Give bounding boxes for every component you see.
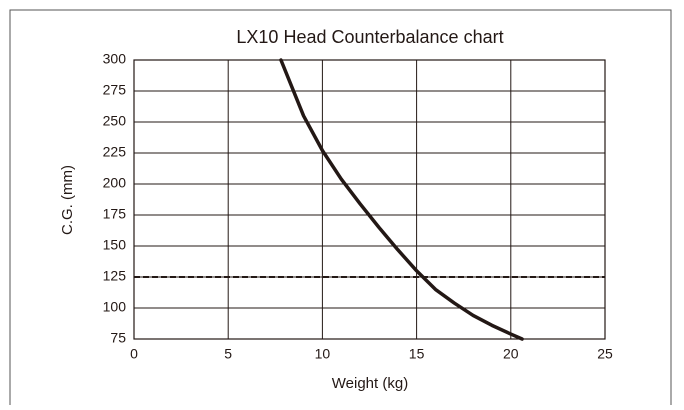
x-tick-label: 10: [315, 346, 331, 362]
y-tick-label: 75: [110, 330, 126, 346]
y-tick-label: 300: [103, 51, 127, 67]
x-tick-label: 15: [409, 346, 425, 362]
x-axis-label: Weight (kg): [332, 375, 408, 392]
y-tick-label: 200: [103, 175, 127, 191]
y-axis-label: C.G. (mm): [59, 165, 76, 235]
x-tick-label: 25: [597, 346, 613, 362]
frame: [9, 9, 672, 405]
y-tick-label: 275: [103, 82, 127, 98]
y-tick-label: 225: [103, 144, 127, 160]
y-tick-label: 150: [103, 237, 127, 253]
plot-border: [133, 59, 606, 340]
chart-title: LX10 Head Counterbalance chart: [236, 27, 503, 47]
y-tick-label: 250: [103, 113, 127, 129]
y-tick-label: 125: [103, 268, 127, 284]
y-tick-label: 175: [103, 206, 127, 222]
x-tick-label: 0: [130, 346, 138, 362]
y-tick-label: 100: [103, 299, 127, 315]
x-tick-label: 5: [224, 346, 232, 362]
data-line: [279, 58, 524, 341]
x-tick-label: 20: [503, 346, 519, 362]
